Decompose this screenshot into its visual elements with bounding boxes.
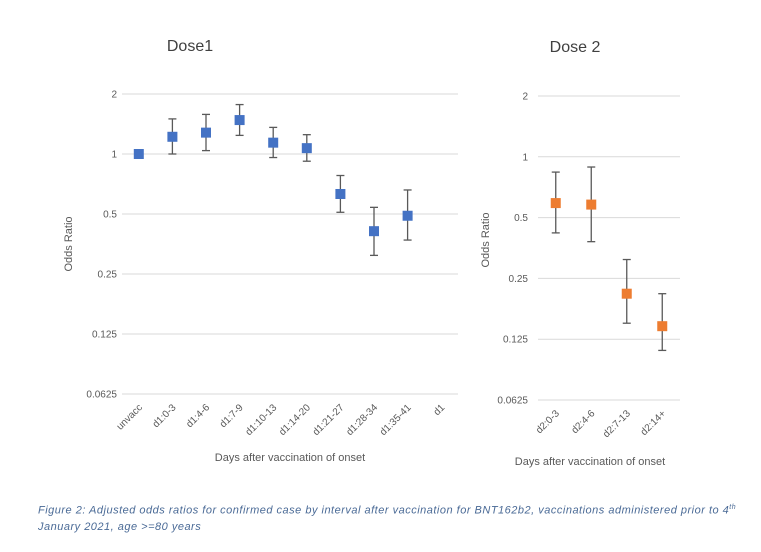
data-point <box>167 131 178 142</box>
y-tick-label: 0.5 <box>514 213 528 224</box>
x-axis-label: Days after vaccination of onset <box>515 456 665 468</box>
x-axis-label: Days after vaccination of onset <box>215 452 365 464</box>
x-tick-label: d2:7-13 <box>601 408 633 440</box>
y-axis-label: Odds Ratio <box>63 216 75 271</box>
y-tick-label: 0.0625 <box>86 390 117 401</box>
x-tick-label: d1 <box>432 402 448 418</box>
y-tick-label: 1 <box>522 152 528 163</box>
data-point <box>550 198 561 209</box>
y-tick-label: 2 <box>522 92 528 103</box>
chart-title: Dose 2 <box>550 39 601 56</box>
x-tick-label: unvacc <box>115 402 145 432</box>
x-tick-label: d2:0-3 <box>534 408 562 436</box>
data-point <box>657 321 668 332</box>
x-tick-label: d2:14+ <box>639 408 669 438</box>
y-tick-label: 0.5 <box>103 210 117 221</box>
data-point <box>201 127 211 138</box>
data-point <box>621 288 632 299</box>
caption-superscript: th <box>729 504 737 511</box>
y-tick-label: 1 <box>111 150 117 161</box>
data-point <box>234 115 245 126</box>
y-axis-label: Odds Ratio <box>480 212 492 267</box>
figure: Dose1 2 1 0.5 0.25 0.125 0.0625 Odds Ratio unvac… <box>63 38 680 468</box>
data-point <box>268 137 279 148</box>
x-tick-label: d1:4-6 <box>184 402 212 430</box>
y-tick-label: 0.0625 <box>497 396 528 407</box>
data-point <box>133 149 144 159</box>
data-point <box>402 210 413 221</box>
data-point <box>369 226 379 237</box>
x-tick-label: d1:14-20 <box>277 402 313 438</box>
x-tick-label: d2:4-6 <box>570 408 598 436</box>
data-point <box>335 188 346 199</box>
y-tick-label: 0.125 <box>503 335 528 346</box>
data-point <box>586 199 597 210</box>
x-tick-label: d1:0-3 <box>151 402 179 430</box>
data-point <box>301 143 312 154</box>
x-tick-label: d1:35-41 <box>378 402 414 438</box>
caption-text: Figure 2: Adjusted odds ratios for confi… <box>38 504 730 517</box>
chart-title: Dose1 <box>167 38 213 55</box>
x-tick-label: d1:28-34 <box>344 402 380 438</box>
caption-text-end: January 2021, age >=80 years <box>38 520 202 533</box>
y-tick-label: 0.25 <box>509 274 529 285</box>
x-tick-label: d1:7-9 <box>218 402 246 430</box>
x-tick-label: d1:21-27 <box>311 402 347 438</box>
y-tick-label: 0.125 <box>92 330 117 341</box>
y-tick-label: 2 <box>111 90 117 101</box>
y-tick-label: 0.25 <box>98 270 118 281</box>
x-tick-label: d1:10-13 <box>244 402 280 438</box>
figure-caption: Figure 2: Adjusted odds ratios for confi… <box>38 500 738 535</box>
